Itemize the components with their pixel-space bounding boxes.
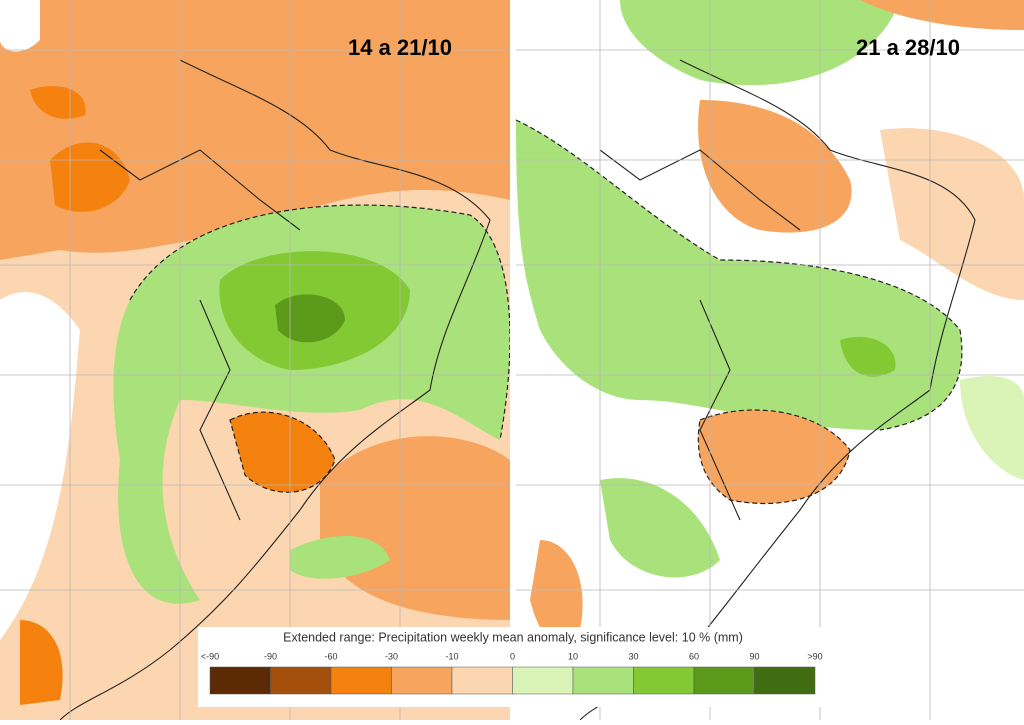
legend-label: 30	[628, 651, 638, 661]
legend-label: -30	[385, 651, 398, 661]
legend-swatch	[451, 666, 513, 695]
legend-label: -90	[264, 651, 277, 661]
legend-title: Extended range: Precipitation weekly mea…	[283, 630, 743, 644]
legend-label: <-90	[201, 651, 219, 661]
legend-swatch	[330, 666, 392, 695]
legend-swatch	[754, 666, 816, 695]
legend-swatch	[512, 666, 574, 695]
legend-label: -60	[324, 651, 337, 661]
legend-label: 60	[689, 651, 699, 661]
legend-label: 10	[568, 651, 578, 661]
right-map	[516, 0, 1024, 720]
legend-label: -10	[445, 651, 458, 661]
legend: Extended range: Precipitation weekly mea…	[198, 627, 828, 707]
legend-label: 90	[749, 651, 759, 661]
legend-swatch	[693, 666, 755, 695]
left-map	[0, 0, 510, 720]
legend-swatch	[391, 666, 453, 695]
legend-swatch	[633, 666, 695, 695]
legend-swatch	[270, 666, 332, 695]
legend-label: 0	[510, 651, 515, 661]
panel-title: 14 a 21/10	[348, 35, 452, 60]
legend-swatch	[572, 666, 634, 695]
legend-label: >90	[807, 651, 822, 661]
panel-title: 21 a 28/10	[856, 35, 960, 60]
legend-swatch	[209, 666, 271, 695]
